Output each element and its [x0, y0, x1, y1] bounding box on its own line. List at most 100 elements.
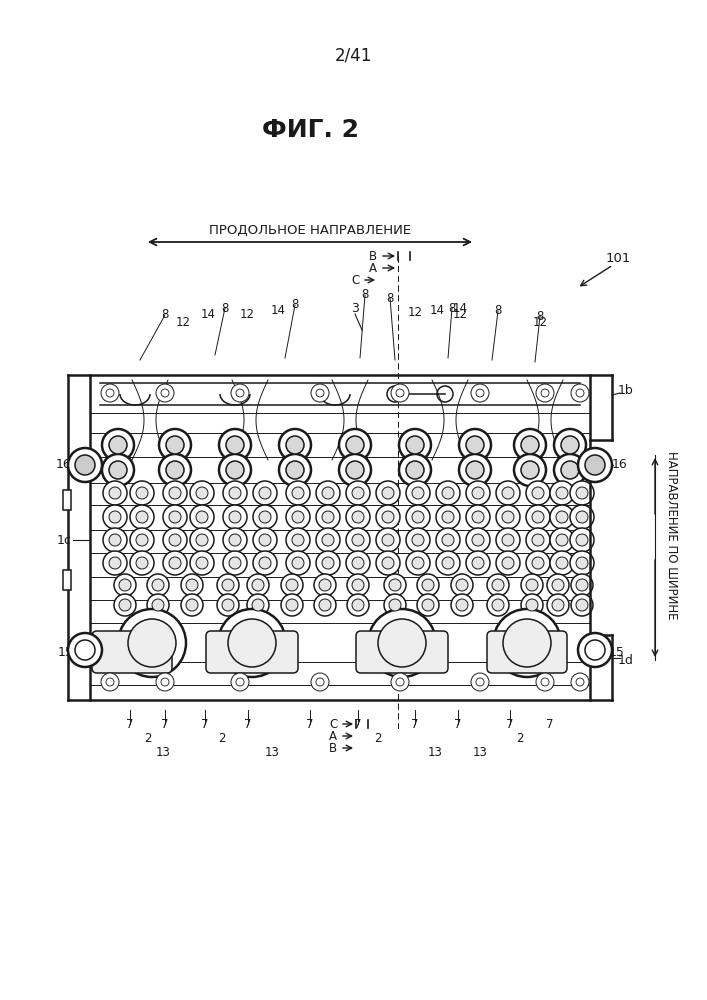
Circle shape [247, 594, 269, 616]
Circle shape [196, 511, 208, 523]
Circle shape [231, 673, 249, 691]
Circle shape [391, 673, 409, 691]
Circle shape [190, 528, 214, 552]
Circle shape [389, 599, 401, 611]
Circle shape [472, 511, 484, 523]
Circle shape [109, 511, 121, 523]
Circle shape [502, 557, 514, 569]
Circle shape [68, 633, 102, 667]
Circle shape [389, 579, 401, 591]
Circle shape [292, 534, 304, 546]
Circle shape [163, 551, 187, 575]
Circle shape [346, 505, 370, 529]
Text: 15: 15 [58, 646, 74, 658]
Text: 13: 13 [428, 746, 443, 758]
Circle shape [259, 487, 271, 499]
Circle shape [550, 505, 574, 529]
Text: C: C [351, 273, 359, 286]
Circle shape [163, 528, 187, 552]
Circle shape [436, 481, 460, 505]
Circle shape [114, 574, 136, 596]
Circle shape [259, 511, 271, 523]
Circle shape [223, 551, 247, 575]
Circle shape [68, 448, 102, 482]
Circle shape [136, 557, 148, 569]
Text: ПРОДОЛЬНОЕ НАПРАВЛЕНИЕ: ПРОДОЛЬНОЕ НАПРАВЛЕНИЕ [209, 224, 411, 236]
Circle shape [286, 599, 298, 611]
Text: 7: 7 [244, 718, 252, 730]
Circle shape [169, 487, 181, 499]
Circle shape [571, 594, 593, 616]
Circle shape [101, 673, 119, 691]
Circle shape [406, 461, 424, 479]
Circle shape [286, 436, 304, 454]
Circle shape [147, 594, 169, 616]
Circle shape [196, 487, 208, 499]
Circle shape [502, 511, 514, 523]
Circle shape [346, 528, 370, 552]
Circle shape [101, 384, 119, 402]
Circle shape [229, 557, 241, 569]
Circle shape [102, 454, 134, 486]
Circle shape [451, 574, 473, 596]
Circle shape [103, 528, 127, 552]
Circle shape [521, 436, 539, 454]
Circle shape [222, 599, 234, 611]
Circle shape [368, 609, 436, 677]
Text: 101: 101 [605, 251, 631, 264]
Circle shape [109, 461, 127, 479]
Text: 12: 12 [407, 306, 423, 318]
Circle shape [376, 505, 400, 529]
Circle shape [196, 534, 208, 546]
Circle shape [292, 557, 304, 569]
Circle shape [576, 534, 588, 546]
Text: 8: 8 [161, 308, 169, 322]
Circle shape [346, 461, 364, 479]
Circle shape [147, 574, 169, 596]
Circle shape [571, 574, 593, 596]
Circle shape [526, 505, 550, 529]
Circle shape [514, 454, 546, 486]
Circle shape [384, 574, 406, 596]
Circle shape [231, 384, 249, 402]
Circle shape [526, 481, 550, 505]
Circle shape [406, 528, 430, 552]
Circle shape [130, 481, 154, 505]
Circle shape [550, 481, 574, 505]
Text: 2: 2 [144, 732, 152, 744]
Circle shape [561, 436, 579, 454]
Circle shape [521, 594, 543, 616]
Circle shape [347, 574, 369, 596]
Circle shape [442, 487, 454, 499]
Circle shape [339, 454, 371, 486]
Circle shape [253, 551, 277, 575]
Circle shape [526, 599, 538, 611]
Circle shape [466, 461, 484, 479]
Text: 8: 8 [361, 288, 368, 302]
Text: ФИГ. 2: ФИГ. 2 [262, 118, 358, 142]
Text: 12: 12 [240, 308, 255, 322]
Circle shape [319, 579, 331, 591]
Circle shape [169, 534, 181, 546]
Circle shape [136, 534, 148, 546]
Circle shape [311, 673, 329, 691]
Circle shape [391, 384, 409, 402]
Bar [90, 375, 590, 700]
Circle shape [292, 511, 304, 523]
Text: 7: 7 [201, 718, 209, 730]
Circle shape [286, 528, 310, 552]
Circle shape [279, 454, 311, 486]
Circle shape [571, 673, 589, 691]
Circle shape [556, 534, 568, 546]
Circle shape [526, 528, 550, 552]
Circle shape [459, 454, 491, 486]
Text: 12: 12 [532, 316, 547, 328]
Text: 12: 12 [175, 316, 190, 328]
Circle shape [554, 454, 586, 486]
Text: 14: 14 [429, 304, 445, 316]
Circle shape [322, 487, 334, 499]
Circle shape [422, 579, 434, 591]
Circle shape [346, 481, 370, 505]
Circle shape [536, 384, 554, 402]
Circle shape [503, 619, 551, 667]
